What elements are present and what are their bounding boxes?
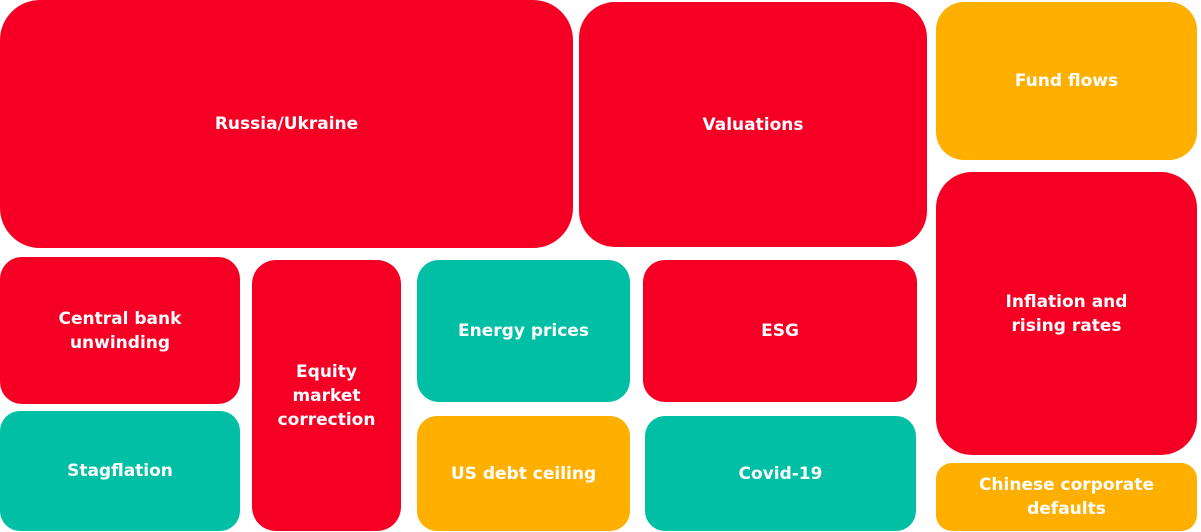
tile-label: Central bank unwinding bbox=[58, 308, 182, 353]
tile-label: Fund flows bbox=[1014, 71, 1119, 91]
tile-inflation-rising-rates: Inflation and rising rates bbox=[936, 172, 1197, 455]
tile-russia-ukraine: Russia/Ukraine bbox=[0, 0, 573, 248]
tile-chinese-corporate-defaults: Chinese corporate defaults bbox=[936, 463, 1197, 531]
tile-label: Valuations bbox=[702, 114, 804, 135]
tile-central-bank-unwinding: Central bank unwinding bbox=[0, 257, 240, 404]
tile-label: Chinese corporate defaults bbox=[978, 475, 1155, 519]
tile-label: Russia/Ukraine bbox=[214, 114, 359, 134]
tile-esg: ESG bbox=[643, 260, 917, 402]
tile-label: ESG bbox=[761, 321, 799, 341]
tile-equity-market-correction: Equity market correction bbox=[252, 260, 401, 531]
tile-label: Inflation and rising rates bbox=[1005, 291, 1128, 336]
tile-energy-prices: Energy prices bbox=[417, 260, 630, 402]
tile-covid-19: Covid-19 bbox=[645, 416, 916, 531]
tile-label: US debt ceiling bbox=[450, 463, 597, 484]
tile-label: Covid-19 bbox=[738, 463, 823, 484]
tile-label: Equity market correction bbox=[277, 361, 376, 430]
tile-us-debt-ceiling: US debt ceiling bbox=[417, 416, 630, 531]
tile-label: Energy prices bbox=[458, 321, 589, 341]
tile-label: Stagflation bbox=[67, 461, 173, 481]
tile-fund-flows: Fund flows bbox=[936, 2, 1197, 160]
tile-stagflation: Stagflation bbox=[0, 411, 240, 531]
tile-valuations: Valuations bbox=[579, 2, 927, 247]
